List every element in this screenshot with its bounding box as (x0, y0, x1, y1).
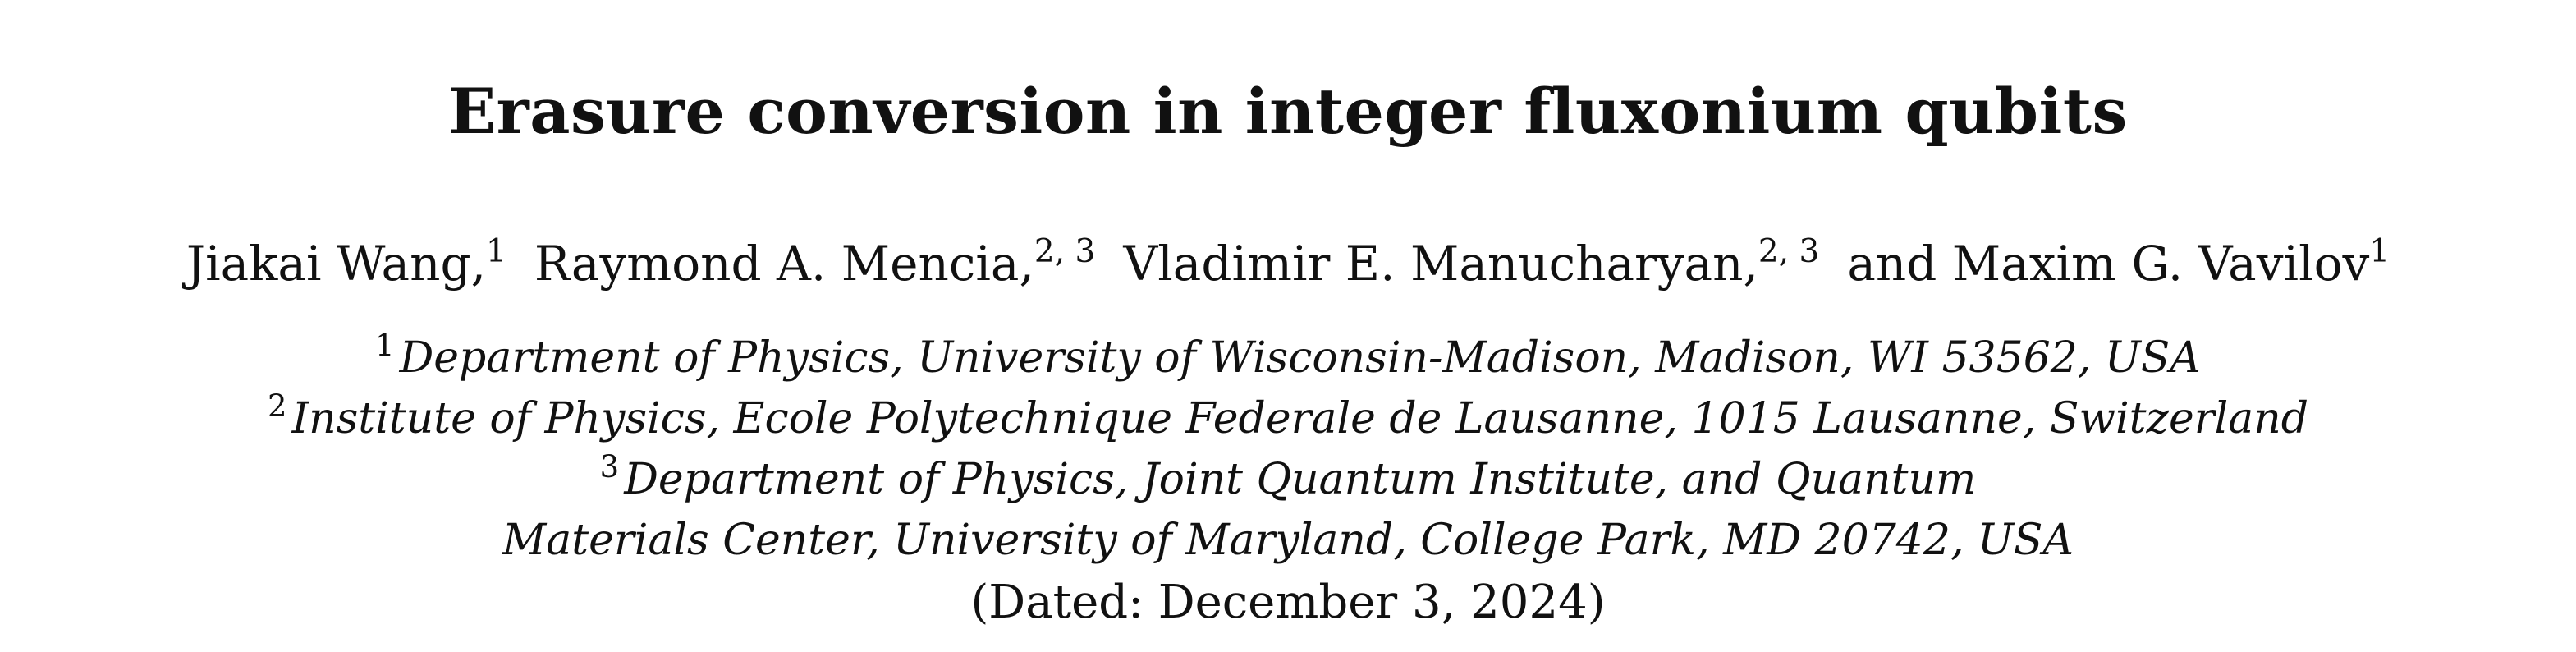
date-line: (Dated: December 3, 2024) (970, 576, 1606, 629)
author-list: Jiakai Wang,1 Raymond A. Mencia,2, 3 Vladi… (0, 236, 2576, 287)
author-affiliation-mark: 1 (486, 233, 506, 270)
affiliation-text: Institute of Physics, Ecole Polytechniqu… (291, 394, 2308, 443)
author-affiliation-mark: 2, 3 (1758, 233, 1820, 270)
author-affiliation-mark: 1 (2369, 233, 2390, 270)
affiliation-number: 3 (599, 449, 620, 484)
author-name: and Maxim G. Vavilov (1847, 236, 2370, 292)
affiliation-number: 1 (375, 328, 395, 363)
affiliation-number: 2 (268, 388, 287, 424)
affiliation-text: Department of Physics, Joint Quantum Ins… (624, 455, 1977, 504)
author-name: Vladimir E. Manucharyan, (1123, 236, 1758, 292)
affiliation-text: Department of Physics, University of Wis… (399, 333, 2201, 383)
affiliation-continuation: Materials Center, University of Maryland… (0, 519, 2576, 562)
author-name: Jiakai Wang, (186, 236, 487, 292)
affiliation-line: 2 Institute of Physics, Ecole Polytechniq… (0, 391, 2576, 443)
author-name: Raymond A. Mencia, (534, 236, 1034, 292)
affiliation-line: 3 Department of Physics, Joint Quantum In… (0, 452, 2576, 504)
affiliation-line: 1 Department of Physics, University of Wi… (0, 330, 2576, 379)
affiliation-text: Materials Center, University of Maryland… (502, 516, 2074, 565)
paper-title: Erasure conversion in integer fluxonium … (448, 75, 2128, 148)
author-affiliation-mark: 2, 3 (1034, 233, 1096, 270)
